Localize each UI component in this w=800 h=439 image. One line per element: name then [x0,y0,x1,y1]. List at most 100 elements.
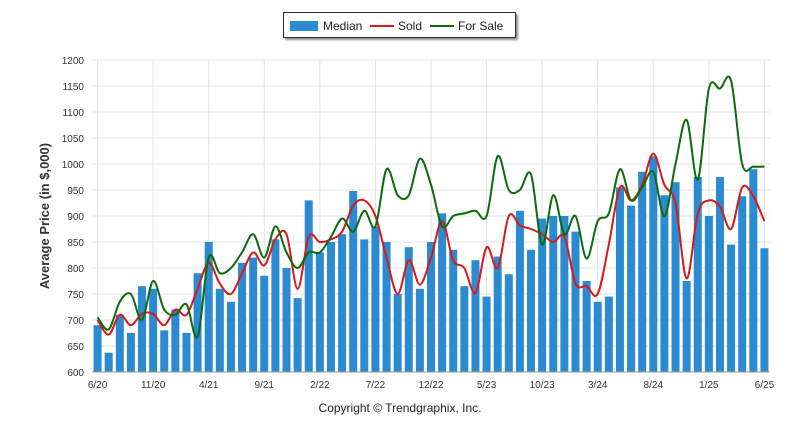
legend-label-sold: Sold [398,19,423,33]
x-tick-label: 3/24 [588,380,608,391]
median-bar [571,231,580,372]
median-bar [426,242,436,372]
median-bar [360,239,369,372]
legend-label-median: Median [323,19,363,33]
for-sale-line [96,75,765,339]
median-bar [382,242,391,372]
median-bar [326,242,335,372]
x-tick-label: 11/20 [141,380,166,391]
sold-line [96,152,766,336]
median-bar [693,177,702,372]
median-bar [338,234,347,372]
median-bar [293,298,302,372]
median-bar [538,218,547,372]
median-bar [393,294,402,372]
median-bar [204,242,213,372]
median-bar [115,314,124,372]
median-bar [727,244,736,372]
median-bar [238,262,247,372]
median-bar [549,216,558,372]
median-bar [138,286,147,372]
median-bar [304,200,313,372]
x-tick-label: 9/21 [255,380,275,391]
x-tick-label: 2/22 [310,380,330,391]
median-bar [149,288,158,372]
median-bar [649,156,658,372]
median-bar [104,352,113,372]
y-tick-label: 950 [67,186,84,197]
median-bar [260,275,269,372]
x-tick-label: 5/23 [477,380,497,391]
median-bar [271,239,280,372]
y-tick-label: 800 [67,264,84,275]
y-tick-label: 650 [67,342,84,353]
median-bar [371,226,380,372]
x-tick-label: 7/22 [366,380,386,391]
median-bar [493,256,502,372]
y-tick-label: 1050 [62,134,85,145]
median-bar [627,205,636,372]
sold-line-swatch-icon [370,25,394,27]
axes: 600 650 700 750 800 850 900 950 1000 1050 1100 1150… [62,56,775,391]
median-bar [682,281,691,372]
median-bar [160,330,169,372]
median-bar [404,247,413,372]
median-bar [515,210,524,372]
median-bar [527,249,536,372]
y-tick-label: 600 [67,368,84,379]
y-tick-label: 850 [67,238,84,249]
x-tick-label: 8/24 [644,380,664,391]
y-tick-label: 1150 [62,82,84,93]
median-bar [438,213,447,372]
median-bar [715,177,724,372]
median-bar [604,296,613,372]
y-axis-label: Average Price (in $,000) [37,143,52,289]
median-bar [638,171,647,372]
median-bar [582,281,591,372]
y-tick-label: 1200 [62,56,85,67]
median-bar [215,288,224,372]
median-bar [249,257,258,372]
median-bar [671,182,680,372]
median-bar [593,301,602,372]
median-bar [760,248,769,372]
median-bar [615,187,624,372]
median-bar [749,169,758,372]
price-lines [96,75,766,339]
median-bar [504,274,513,372]
y-tick-label: 1100 [62,108,84,119]
median-bar [93,325,102,372]
y-tick-label: 700 [67,316,84,327]
median-bar [660,195,669,372]
median-bar [349,191,358,372]
median-bar [315,252,324,372]
y-tick-label: 750 [67,290,84,301]
median-swatch-icon [290,21,318,31]
legend: Median Sold For Sale [283,12,516,38]
median-bar [126,333,135,372]
copyright-footer: Copyright © Trendgraphix, Inc. [318,401,482,415]
median-bar [226,301,235,372]
x-tick-label: 6/20 [88,380,108,391]
legend-label-for-sale: For Sale [458,19,504,33]
median-bar [171,309,180,372]
x-tick-label: 4/21 [199,380,219,391]
x-tick-label: 6/25 [755,380,775,391]
median-bar [460,286,469,372]
y-tick-label: 900 [67,212,84,223]
x-tick-label: 10/23 [530,380,555,391]
median-bar [482,296,491,372]
median-bar [560,216,569,372]
median-bar [449,249,458,372]
median-bar [415,288,424,372]
median-bar [471,260,480,372]
median-bar [704,216,713,372]
y-tick-label: 1000 [62,160,85,171]
x-tick-label: 12/22 [418,380,443,391]
median-bar [738,196,747,372]
median-bars [93,156,769,372]
x-tick-label: 1/25 [699,380,719,391]
median-bar [193,273,202,372]
